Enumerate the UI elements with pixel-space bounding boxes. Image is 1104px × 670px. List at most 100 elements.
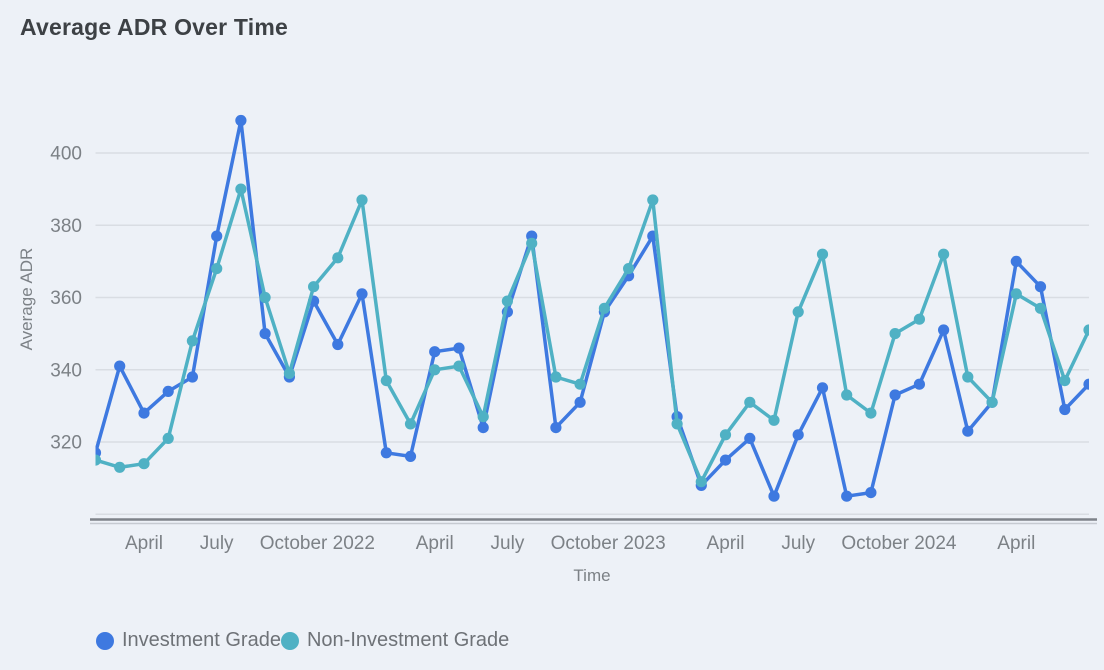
- data-point[interactable]: [114, 360, 126, 372]
- y-tick-label-320: 320: [50, 433, 82, 454]
- data-point[interactable]: [865, 487, 877, 499]
- legend-item-investment-grade[interactable]: Investment Grade: [96, 629, 281, 652]
- series-line-0: [95, 118, 1089, 498]
- data-point[interactable]: [1059, 403, 1071, 416]
- chart-title: Average ADR Over Time: [20, 14, 288, 40]
- x-axis-title: Time: [573, 566, 611, 585]
- data-point[interactable]: [404, 450, 417, 462]
- data-point[interactable]: [235, 183, 247, 195]
- data-point[interactable]: [938, 324, 950, 336]
- data-point[interactable]: [865, 407, 877, 419]
- data-point[interactable]: [332, 252, 344, 264]
- legend-dot-investment-grade: [96, 631, 114, 650]
- y-tick-label-400: 400: [50, 144, 82, 165]
- line-chart[interactable]: 320 340 360 380 400 April July October 2022 Apri…: [0, 0, 1104, 600]
- x-tick-label: April: [707, 533, 745, 554]
- data-point[interactable]: [380, 447, 392, 459]
- series-line-1: [95, 187, 1089, 484]
- data-point[interactable]: [162, 432, 174, 444]
- data-point[interactable]: [768, 490, 780, 502]
- x-tick-label: October 2024: [841, 533, 957, 554]
- data-point[interactable]: [162, 385, 174, 397]
- x-tick-label: April: [997, 533, 1035, 554]
- data-point[interactable]: [211, 263, 223, 275]
- x-tick-label: April: [125, 533, 163, 554]
- data-point[interactable]: [477, 411, 489, 423]
- data-point[interactable]: [1059, 375, 1071, 387]
- data-point[interactable]: [186, 371, 198, 383]
- legend-item-non-investment-grade[interactable]: Non-Investment Grade: [280, 629, 510, 652]
- data-point[interactable]: [453, 342, 465, 354]
- data-point[interactable]: [768, 414, 780, 426]
- data-point[interactable]: [356, 194, 368, 206]
- data-point[interactable]: [695, 476, 707, 488]
- data-point[interactable]: [962, 371, 974, 383]
- data-point[interactable]: [114, 461, 126, 473]
- data-point[interactable]: [1083, 324, 1094, 336]
- data-point[interactable]: [1034, 302, 1047, 314]
- data-point[interactable]: [792, 429, 804, 441]
- data-point[interactable]: [1010, 288, 1022, 300]
- data-point[interactable]: [744, 432, 756, 444]
- legend: Investment Grade Non-Investment Grade: [96, 629, 509, 652]
- data-point[interactable]: [744, 396, 756, 408]
- data-point[interactable]: [816, 382, 829, 394]
- data-point[interactable]: [913, 378, 926, 390]
- data-point[interactable]: [792, 306, 804, 318]
- data-point[interactable]: [259, 291, 271, 304]
- data-point[interactable]: [598, 302, 611, 314]
- data-point[interactable]: [501, 295, 513, 307]
- x-tick-label: April: [416, 533, 454, 554]
- data-point[interactable]: [211, 230, 223, 242]
- legend-label-investment-grade: Investment Grade: [122, 629, 281, 651]
- data-point[interactable]: [938, 248, 950, 260]
- legend-label-non-investment-grade: Non-Investment Grade: [306, 629, 510, 651]
- data-point[interactable]: [841, 389, 853, 401]
- data-point[interactable]: [671, 418, 683, 430]
- data-point[interactable]: [404, 418, 417, 430]
- data-point[interactable]: [138, 407, 150, 419]
- data-point[interactable]: [186, 335, 198, 347]
- y-tick-label-340: 340: [50, 360, 82, 381]
- data-point[interactable]: [986, 396, 998, 408]
- data-point[interactable]: [477, 422, 489, 434]
- data-point[interactable]: [889, 328, 901, 340]
- data-point[interactable]: [1034, 281, 1047, 293]
- x-tick-label: July: [200, 533, 234, 554]
- legend-dot-non-investment-grade: [280, 631, 299, 650]
- data-point[interactable]: [90, 454, 102, 466]
- data-point[interactable]: [841, 490, 853, 502]
- data-point[interactable]: [429, 364, 441, 376]
- x-tick-label: October 2022: [260, 533, 375, 554]
- data-point[interactable]: [259, 328, 271, 340]
- y-tick-label-360: 360: [50, 288, 82, 309]
- data-point[interactable]: [962, 425, 974, 437]
- data-point[interactable]: [1083, 378, 1094, 390]
- data-point[interactable]: [550, 422, 562, 434]
- data-point[interactable]: [816, 248, 829, 260]
- x-tick-label: October 2023: [551, 533, 666, 554]
- data-point[interactable]: [235, 114, 247, 127]
- data-point[interactable]: [283, 367, 295, 379]
- data-point[interactable]: [574, 378, 586, 390]
- data-point[interactable]: [332, 338, 344, 351]
- data-point[interactable]: [453, 360, 465, 372]
- data-point[interactable]: [913, 313, 926, 325]
- data-point[interactable]: [526, 237, 538, 249]
- data-point[interactable]: [429, 346, 441, 358]
- data-point[interactable]: [574, 396, 586, 408]
- x-tick-label: July: [781, 533, 815, 554]
- data-point[interactable]: [1010, 255, 1022, 267]
- data-point[interactable]: [380, 375, 392, 387]
- data-point[interactable]: [550, 371, 562, 383]
- data-point[interactable]: [138, 458, 150, 470]
- data-point[interactable]: [719, 454, 732, 466]
- data-point[interactable]: [308, 281, 320, 293]
- y-tick-label-380: 380: [50, 216, 82, 237]
- data-point[interactable]: [356, 288, 368, 300]
- data-point[interactable]: [719, 429, 732, 441]
- data-point[interactable]: [647, 194, 659, 206]
- data-point[interactable]: [889, 389, 901, 401]
- data-point[interactable]: [623, 263, 635, 275]
